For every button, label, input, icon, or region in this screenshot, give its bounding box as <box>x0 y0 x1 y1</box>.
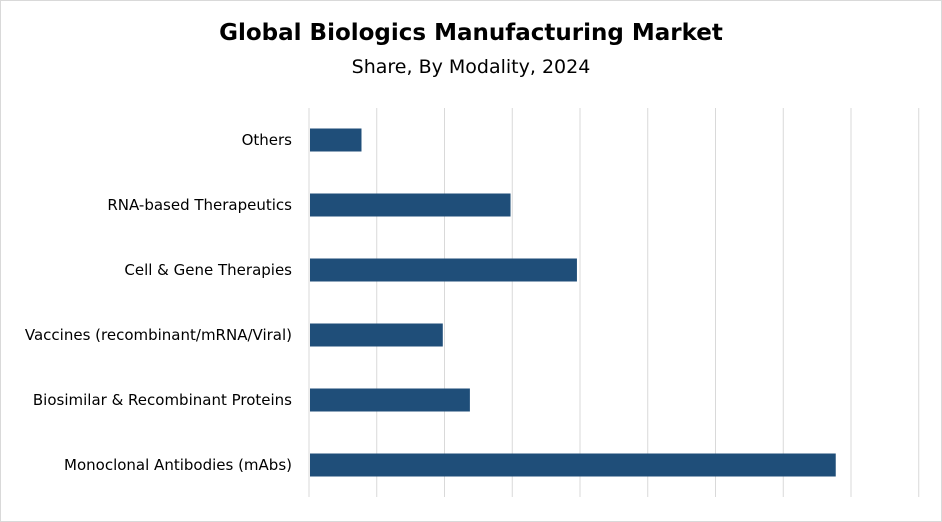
bar <box>310 323 443 347</box>
category-label: Vaccines (recombinant/mRNA/Viral) <box>25 326 292 344</box>
bar <box>310 258 577 282</box>
bar <box>310 453 836 477</box>
category-labels: Monoclonal Antibodies (mAbs) Biosimilar &… <box>25 131 292 474</box>
bar <box>310 128 362 152</box>
category-label: RNA-based Therapeutics <box>107 196 292 214</box>
bars <box>310 128 836 477</box>
chart-subtitle: Share, By Modality, 2024 <box>351 56 591 78</box>
gridlines <box>308 108 920 497</box>
category-label: Biosimilar & Recombinant Proteins <box>33 391 292 409</box>
category-label: Others <box>242 131 293 149</box>
chart-title: Global Biologics Manufacturing Market <box>219 20 723 46</box>
category-label: Monoclonal Antibodies (mAbs) <box>64 456 292 474</box>
bar <box>310 388 470 412</box>
bar <box>310 193 511 217</box>
category-label: Cell & Gene Therapies <box>124 261 292 279</box>
